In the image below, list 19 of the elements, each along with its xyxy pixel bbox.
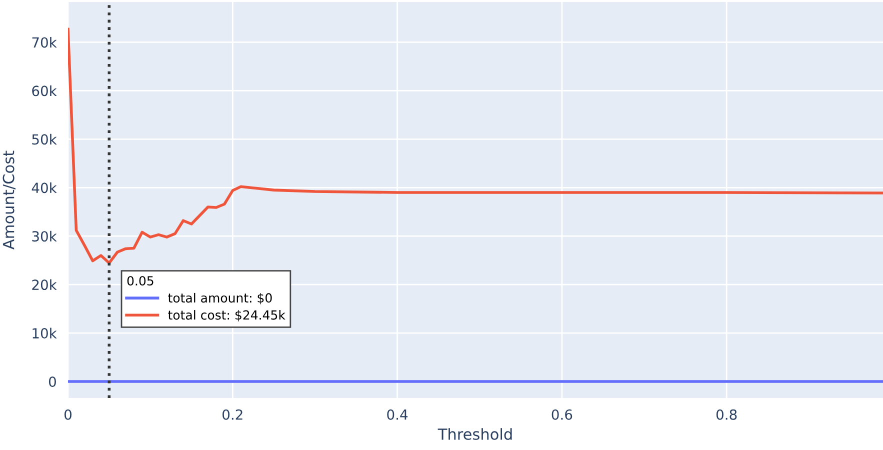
y-tick-label: 70k	[32, 36, 57, 48]
x-axis-title: Threshold	[438, 428, 512, 440]
x-tick-label: 0.6	[552, 409, 572, 420]
x-tick-label: 0.8	[716, 409, 737, 420]
y-tick-label: 40k	[32, 182, 57, 194]
x-tick-label: 0.2	[222, 409, 242, 420]
line-series	[68, 28, 883, 264]
x-tick-label: 0.4	[387, 409, 408, 420]
y-tick-label: 60k	[32, 85, 57, 96]
y-tick-label: 20k	[32, 279, 57, 290]
y-tick-label: 50k	[32, 134, 57, 145]
y-axis-title: Amount/Cost	[2, 150, 16, 250]
legend-label: total amount: $0	[168, 292, 272, 304]
y-tick-label: 30k	[32, 230, 57, 242]
x-tick-label: 0	[64, 409, 72, 420]
legend-title: 0.05	[127, 276, 154, 286]
legend-label: total cost: $24.45k	[168, 310, 286, 322]
y-tick-label: 0	[48, 376, 56, 387]
y-tick-label: 10k	[32, 328, 57, 339]
